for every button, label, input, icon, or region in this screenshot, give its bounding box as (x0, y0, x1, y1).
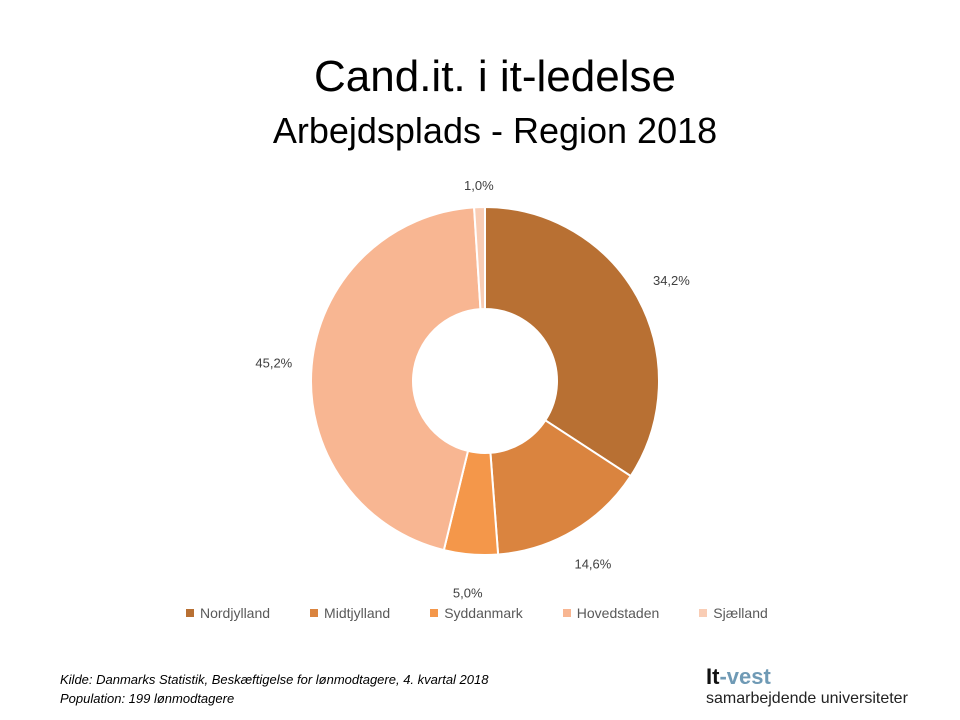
data-label: 34,2% (653, 273, 690, 288)
slice-hovedstaden (310, 206, 482, 552)
legend: Nordjylland Midtjylland Syddanmark Hovedsta… (186, 605, 808, 621)
slice-sjælland (473, 205, 486, 311)
legend-label: Midtjylland (324, 605, 391, 621)
legend-item: Syddanmark (430, 605, 523, 621)
legend-swatch (430, 609, 439, 617)
source-text: Kilde: Danmarks Statistik, Beskæftigelse… (60, 672, 489, 687)
legend-swatch (310, 609, 319, 617)
chart-subtitle: Arbejdsplads - Region 2018 (272, 110, 718, 151)
legend-label: Nordjylland (200, 605, 271, 621)
slice-midtjylland (489, 418, 633, 556)
legend-swatch (699, 609, 708, 617)
legend-item: Hovedstaden (562, 605, 660, 621)
chart-title: Cand.it. i it-ledelse (314, 52, 676, 101)
data-label: 5,0% (453, 585, 483, 600)
data-label: 1,0% (464, 178, 494, 193)
data-label: 45,2% (255, 355, 292, 370)
source-note: Kilde: Danmarks Statistik, Beskæftigelse… (60, 670, 488, 708)
slice-nordjylland (484, 205, 660, 478)
logo: It-vest (706, 664, 771, 689)
legend-swatch (186, 609, 194, 617)
data-label: 14,6% (574, 556, 611, 571)
legend-item: Nordjylland (186, 605, 270, 621)
population-text: Population: 199 lønmodtagere (60, 691, 235, 706)
legend-item: Sjælland (699, 605, 768, 621)
logo-tagline: samarbejdende universiteter (706, 690, 908, 707)
legend-label: Sjælland (713, 605, 768, 621)
legend-label: Hovedstaden (576, 605, 660, 621)
legend-item: Midtjylland (310, 605, 390, 621)
legend-swatch (562, 609, 571, 617)
legend-label: Syddanmark (444, 605, 523, 621)
